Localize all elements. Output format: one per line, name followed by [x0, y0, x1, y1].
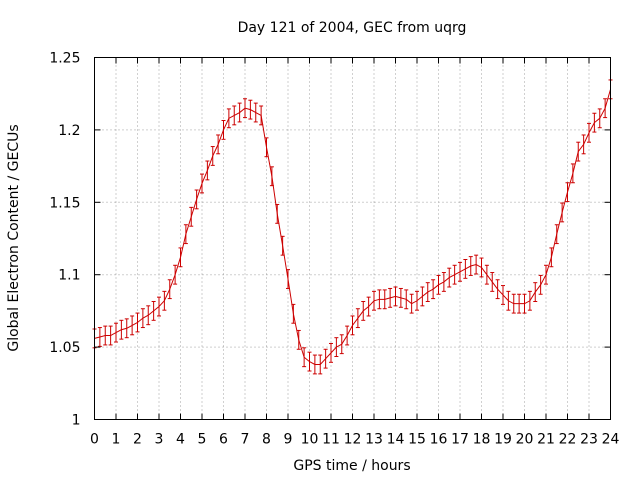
x-tick-label: 20: [516, 432, 534, 448]
x-tick-label: 22: [559, 432, 577, 448]
x-tick-label: 0: [90, 432, 99, 448]
y-tick-label: 1.15: [49, 195, 80, 211]
y-tick-label: 1.05: [49, 340, 80, 356]
x-tick-label: 19: [494, 432, 512, 448]
grid-lines: [94, 57, 611, 420]
x-tick-label: 4: [176, 432, 185, 448]
x-tick-label: 2: [133, 432, 142, 448]
y-tick-label: 1.1: [58, 268, 80, 284]
y-tick-label: 1.25: [49, 51, 80, 67]
chart-title: Day 121 of 2004, GEC from uqrg: [238, 20, 467, 36]
x-tick-label: 16: [430, 432, 448, 448]
series-line: [94, 89, 611, 365]
x-tick-label: 3: [155, 432, 164, 448]
x-tick-label: 14: [387, 432, 405, 448]
tick-labels: 0 1 2 3 4 5 6 7 8 9 10 11 12 13 14 15 16 17 18 19 20 21 22 23 24…: [49, 51, 619, 448]
x-tick-label: 11: [322, 432, 340, 448]
x-tick-label: 9: [284, 432, 293, 448]
series-layer: [94, 89, 611, 365]
x-tick-label: 21: [537, 432, 555, 448]
y-tick-label: 1.2: [58, 123, 80, 139]
x-tick-label: 1: [112, 432, 121, 448]
axis-ticks: [94, 57, 611, 420]
x-axis-label: GPS time / hours: [293, 458, 410, 474]
x-tick-label: 6: [219, 432, 228, 448]
x-tick-label: 7: [241, 432, 250, 448]
error-bars: [92, 79, 613, 375]
x-tick-label: 10: [301, 432, 319, 448]
x-tick-label: 13: [365, 432, 383, 448]
x-tick-label: 24: [602, 432, 620, 448]
x-tick-label: 15: [408, 432, 426, 448]
x-tick-label: 5: [198, 432, 207, 448]
y-tick-label: 1: [72, 413, 81, 429]
y-axis-label: Global Electron Content / GECUs: [6, 124, 22, 351]
x-tick-label: 12: [344, 432, 362, 448]
x-tick-label: 23: [580, 432, 598, 448]
x-tick-label: 17: [451, 432, 469, 448]
x-tick-label: 18: [473, 432, 491, 448]
x-tick-label: 8: [262, 432, 271, 448]
